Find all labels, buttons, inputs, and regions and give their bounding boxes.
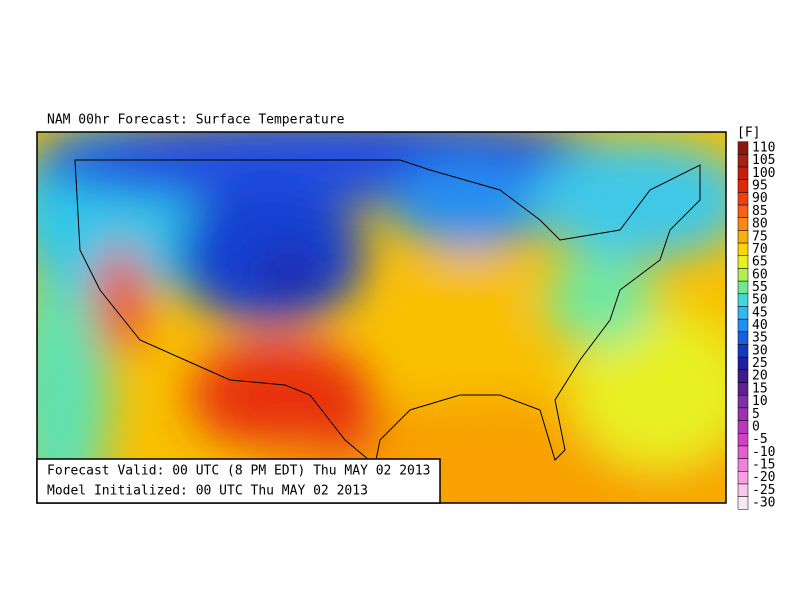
colorbar-label: 45 bbox=[752, 305, 768, 320]
colorbar: 1101051009590858075706560555045403530252… bbox=[737, 141, 775, 511]
colorbar-swatch bbox=[737, 458, 749, 472]
colorbar-swatch bbox=[737, 420, 749, 434]
colorbar-swatch bbox=[737, 471, 749, 485]
colorbar-label: 25 bbox=[752, 356, 768, 371]
colorbar-swatch bbox=[737, 268, 749, 282]
colorbar-swatch bbox=[737, 242, 749, 257]
colorbar-label: 70 bbox=[752, 242, 768, 257]
colorbar-swatch bbox=[737, 407, 749, 421]
colorbar-swatch bbox=[737, 280, 749, 295]
colorbar-swatch bbox=[737, 179, 749, 193]
map-title: NAM 00hr Forecast: Surface Temperature bbox=[47, 113, 345, 128]
colorbar-swatch bbox=[737, 445, 749, 459]
colorbar-label: 0 bbox=[752, 419, 760, 434]
colorbar-swatch bbox=[737, 483, 749, 497]
colorbar-label: -20 bbox=[752, 470, 775, 485]
colorbar-label: 105 bbox=[752, 153, 775, 168]
colorbar-unit: [F] bbox=[737, 126, 760, 141]
colorbar-swatch bbox=[737, 344, 749, 358]
colorbar-label: 15 bbox=[752, 381, 768, 396]
colorbar-label: 75 bbox=[752, 229, 768, 244]
colorbar-label: -10 bbox=[752, 445, 775, 460]
colorbar-swatch bbox=[737, 394, 749, 409]
colorbar-label: 20 bbox=[752, 369, 768, 384]
colorbar-swatch bbox=[737, 382, 749, 396]
colorbar-swatch bbox=[737, 496, 749, 510]
colorbar-swatch bbox=[737, 192, 749, 206]
colorbar-swatch bbox=[737, 204, 749, 218]
colorbar-label: 60 bbox=[752, 267, 768, 282]
colorbar-label: -5 bbox=[752, 432, 768, 447]
colorbar-label: 55 bbox=[752, 280, 768, 295]
colorbar-label: 100 bbox=[752, 166, 775, 181]
temperature-field bbox=[37, 132, 726, 503]
colorbar-label: 85 bbox=[752, 204, 768, 219]
colorbar-label: 35 bbox=[752, 331, 768, 346]
colorbar-label: -30 bbox=[752, 496, 775, 511]
colorbar-swatch bbox=[737, 141, 749, 155]
colorbar-label: 5 bbox=[752, 407, 760, 422]
colorbar-swatch bbox=[737, 230, 749, 244]
colorbar-label: -25 bbox=[752, 483, 775, 498]
colorbar-label: 30 bbox=[752, 343, 768, 358]
colorbar-swatch bbox=[737, 293, 749, 307]
colorbar-label: -15 bbox=[752, 457, 775, 472]
colorbar-swatch bbox=[737, 369, 749, 383]
colorbar-label: 50 bbox=[752, 293, 768, 308]
colorbar-swatch bbox=[737, 154, 749, 168]
info-box bbox=[36, 458, 441, 504]
colorbar-swatch bbox=[737, 318, 749, 333]
colorbar-label: 40 bbox=[752, 318, 768, 333]
colorbar-label: 110 bbox=[752, 141, 775, 156]
colorbar-swatch bbox=[737, 255, 749, 269]
model-initialized: Model Initialized: 00 UTC Thu MAY 02 201… bbox=[47, 484, 368, 499]
colorbar-label: 10 bbox=[752, 394, 768, 409]
colorbar-swatch bbox=[737, 356, 749, 371]
colorbar-label: 80 bbox=[752, 217, 768, 232]
colorbar-label: 90 bbox=[752, 191, 768, 206]
forecast-valid: Forecast Valid: 00 UTC (8 PM EDT) Thu MA… bbox=[47, 464, 431, 479]
colorbar-swatch bbox=[737, 166, 749, 180]
colorbar-label: 95 bbox=[752, 179, 768, 194]
colorbar-label: 65 bbox=[752, 255, 768, 270]
colorbar-swatch bbox=[737, 331, 749, 345]
colorbar-swatch bbox=[737, 217, 749, 231]
colorbar-swatch bbox=[737, 306, 749, 320]
colorbar-swatch bbox=[737, 433, 749, 447]
